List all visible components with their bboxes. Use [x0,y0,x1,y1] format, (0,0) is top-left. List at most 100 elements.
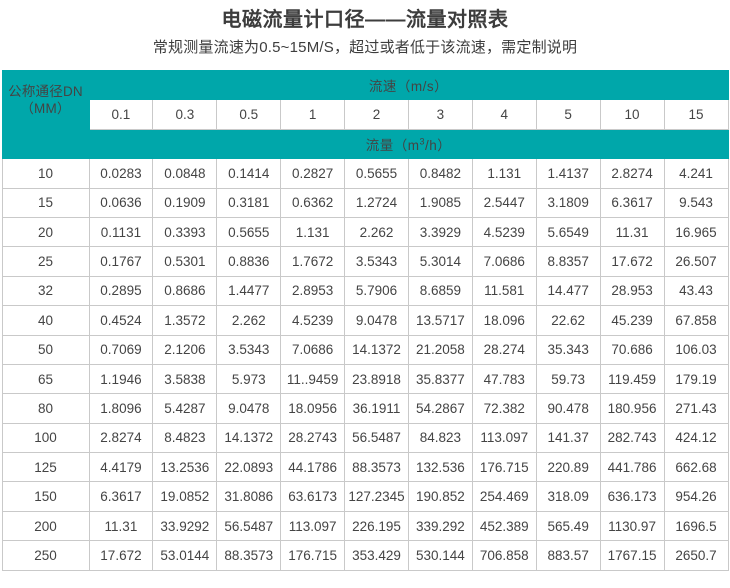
flow-value-cell: 8.8357 [535,246,601,277]
flow-value-cell: 54.2867 [407,393,473,424]
flow-value-cell: 954.26 [663,481,729,512]
flow-value-cell: 1.4477 [216,275,282,307]
flow-value-cell: 113.097 [471,422,537,454]
flow-value-cell: 9.0478 [216,393,282,424]
header-row-velocity-group: 公称通径DN （MM） 流速（m/s） [1,69,729,130]
flow-value-cell: 3.1809 [535,187,601,218]
dn-value-cell: 100 [1,422,90,454]
flow-value-cell: 14.477 [535,275,601,307]
table-row: 80 1.8096 5.4287 9.0478 18.0956 36.1911 54.286… [1,393,729,424]
flow-value-cell: 179.19 [663,363,729,395]
flow-value-cell: 0.5655 [344,158,409,189]
flow-value-cell: 176.715 [471,452,537,483]
flow-value-cell: 70.686 [599,334,665,365]
flow-value-cell: 2.8274 [88,422,154,454]
flow-value-cell: 4.4179 [88,452,154,483]
dn-value-cell: 20 [1,216,90,248]
dn-value-cell: 15 [1,187,90,218]
flow-value-cell: 226.195 [344,510,409,542]
flow-value-cell: 43.43 [663,275,729,307]
flow-value-cell: 6.3617 [88,481,154,512]
flow-value-cell: 18.096 [471,305,537,336]
velocity-header-7: 5 [535,99,601,130]
flow-value-cell: 1.1946 [88,363,154,395]
flow-value-cell: 18.0956 [280,393,346,424]
flow-value-cell: 84.823 [407,422,473,454]
flow-value-cell: 8.4823 [152,422,218,454]
flow-value-cell: 1.8096 [88,393,154,424]
velocity-header-9: 15 [663,99,729,130]
flow-value-cell: 0.3181 [216,187,282,218]
flow-value-cell: 0.6362 [280,187,346,218]
dn-value-cell: 50 [1,334,90,365]
flow-value-cell: 59.73 [535,363,601,395]
velocity-header-3: 1 [280,99,346,130]
flow-value-cell: 1.2724 [344,187,409,218]
table-row: 125 4.4179 13.2536 22.0893 44.1786 88.3573 132… [1,452,729,483]
flow-value-cell: 2.262 [344,216,409,248]
flow-value-cell: 5.6549 [535,216,601,248]
table-body: 10 0.0283 0.0848 0.1414 0.2827 0.5655 0.8482 1.… [1,158,729,571]
table-row: 200 11.31 33.9292 56.5487 113.097 226.195 339.… [1,510,729,542]
flow-value-cell: 53.0144 [152,540,218,571]
flow-value-cell: 33.9292 [152,510,218,542]
flow-value-cell: 22.0893 [216,452,282,483]
page-subtitle: 常规测量流速为0.5~15M/S，超过或者低于该流速，需定制说明 [152,39,578,56]
flow-value-cell: 271.43 [663,393,729,424]
flow-value-cell: 127.2345 [344,481,409,512]
flow-value-cell: 2650.7 [663,540,729,571]
velocity-header-0: 0.1 [88,99,154,130]
flow-value-cell: 7.0686 [471,246,537,277]
flow-value-cell: 6.3617 [599,187,665,218]
flow-value-cell: 1.4137 [535,158,601,189]
table-row: 32 0.2895 0.8686 1.4477 2.8953 5.7906 8.6859 11… [1,275,729,307]
header-row-flow-group: 流量（m3/h） [1,128,729,160]
flow-value-cell: 13.2536 [152,452,218,483]
flow-value-cell: 0.8482 [407,158,473,189]
flow-value-cell: 36.1911 [344,393,409,424]
flow-value-cell: 28.274 [471,334,537,365]
flow-value-cell: 132.536 [407,452,473,483]
flow-value-cell: 0.0283 [88,158,154,189]
flow-value-cell: 3.5838 [152,363,218,395]
velocity-header-8: 10 [599,99,665,130]
velocity-header-4: 2 [344,99,409,130]
flow-value-cell: 1130.97 [599,510,665,542]
flow-value-cell: 26.507 [663,246,729,277]
flow-value-cell: 44.1786 [280,452,346,483]
flow-value-cell: 2.8953 [280,275,346,307]
dn-value-cell: 32 [1,275,90,307]
velocity-header-6: 4 [471,99,537,130]
dn-column-header: 公称通径DN （MM） [1,70,90,130]
flow-value-cell: 56.5487 [344,422,409,454]
flow-value-cell: 1.9085 [407,187,473,218]
flow-value-cell: 4.5239 [471,216,537,248]
flow-value-cell: 17.672 [88,540,154,571]
table-row: 20 0.1131 0.3393 0.5655 1.131 2.262 3.3929 4.52… [1,216,729,248]
flow-value-cell: 88.3573 [344,452,409,483]
table-row: 50 0.7069 2.1206 3.5343 7.0686 14.1372 21.2058… [1,334,729,365]
flow-value-cell: 11.31 [88,510,154,542]
flow-value-cell: 530.144 [407,540,473,571]
dn-value-cell: 65 [1,363,90,395]
flow-value-cell: 35.8377 [407,363,473,395]
flow-value-cell: 90.478 [535,393,601,424]
flow-group-header: 流量（m3/h） [88,128,729,160]
flow-group-label-prefix: 流量（m [365,137,420,153]
flow-value-cell: 1.7672 [280,246,346,277]
flow-value-cell: 0.5301 [152,246,218,277]
flow-value-cell: 1.3572 [152,305,218,336]
flow-group-label-suffix: /h） [425,137,452,153]
flow-value-cell: 190.852 [407,481,473,512]
flow-value-cell: 1696.5 [663,510,729,542]
flow-value-cell: 0.4524 [88,305,154,336]
flow-value-cell: 662.68 [663,452,729,483]
flow-value-cell: 3.3929 [407,216,473,248]
flow-group-label-sup: 3 [419,136,425,147]
flow-value-cell: 4.241 [663,158,729,189]
flow-value-cell: 0.0636 [88,187,154,218]
dn-header-line1: 公称通径DN [8,83,83,99]
flow-value-cell: 56.5487 [216,510,282,542]
flow-value-cell: 706.858 [471,540,537,571]
flow-value-cell: 67.858 [663,305,729,336]
